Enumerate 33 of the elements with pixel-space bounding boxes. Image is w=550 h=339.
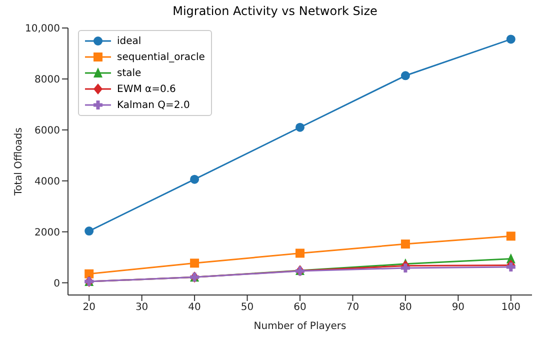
point <box>506 232 516 241</box>
x-tick-label: 90 <box>452 302 465 314</box>
x-tick-label: 50 <box>240 302 254 314</box>
x-tick-label: 70 <box>346 302 360 314</box>
x-tick-label: 30 <box>135 302 148 314</box>
point <box>190 174 200 184</box>
legend-label: ideal <box>117 36 142 46</box>
x-tick-label: 60 <box>294 302 306 314</box>
legend-label: Kalman Q=2.0 <box>117 100 190 110</box>
x-tick-label: 40 <box>188 302 201 314</box>
x-tick-label: 20 <box>82 302 96 314</box>
point <box>296 122 304 132</box>
point <box>506 34 516 44</box>
point <box>400 71 410 80</box>
y-tick-label: 4000 <box>34 176 60 188</box>
y-tick-label: 8000 <box>34 74 60 86</box>
point <box>84 226 94 236</box>
y-axis-title: Total Offloads <box>14 128 25 196</box>
legend-label: stale <box>117 68 142 78</box>
y-tick-label: 6000 <box>34 125 60 136</box>
chart-title: Migration Activity vs Network Size <box>172 4 378 20</box>
x-tick-label: 100 <box>501 302 520 314</box>
x-tick-label: 80 <box>399 302 412 314</box>
y-tick-label: 0 <box>54 278 60 290</box>
x-axis-title: Number of Players <box>254 321 346 332</box>
y-tick-label: 10,000 <box>25 24 60 35</box>
point <box>296 248 304 258</box>
point <box>84 269 94 278</box>
legend-label: EWM α=0.6 <box>117 84 176 94</box>
legend-label: sequential_oracle <box>117 52 205 62</box>
y-tick-label: 2000 <box>34 227 60 238</box>
point <box>190 258 200 268</box>
point <box>400 240 410 249</box>
